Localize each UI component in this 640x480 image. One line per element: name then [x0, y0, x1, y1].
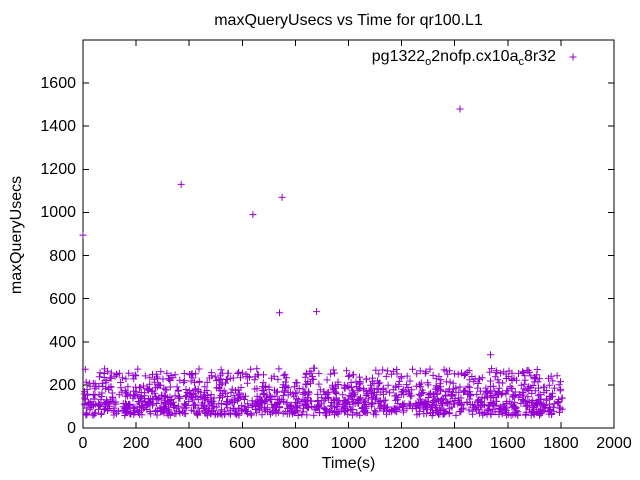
legend-label: pg1322o2nofp.cx10ac8r32 — [371, 48, 556, 68]
data-point — [276, 309, 283, 317]
x-tick-label: 1200 — [383, 435, 420, 452]
y-tick-label: 200 — [49, 376, 76, 394]
chart-title: maxQueryUsecs vs Time for qr100.L1 — [214, 12, 483, 29]
data-point — [440, 366, 448, 374]
y-tick-label: 1600 — [40, 75, 76, 93]
legend: pg1322o2nofp.cx10ac8r32 — [83, 48, 556, 68]
y-tick-label: 1200 — [40, 161, 76, 179]
data-point — [217, 366, 225, 374]
x-tick-label: 0 — [78, 435, 88, 452]
x-tick-label: 2000 — [596, 435, 632, 452]
x-tick-label: 200 — [122, 435, 150, 452]
data-point — [177, 180, 185, 188]
y-tick-label: 600 — [49, 290, 76, 308]
x-tick-label: 1600 — [490, 435, 526, 452]
data-point — [461, 370, 469, 378]
x-tick-label: 800 — [282, 435, 309, 452]
axis-ticks — [82, 40, 615, 429]
y-tick-label: 1000 — [40, 204, 76, 222]
legend-label-subscript: o — [425, 56, 432, 68]
data-point — [249, 211, 257, 219]
data-point — [278, 193, 286, 201]
y-tick-label: 800 — [49, 247, 76, 265]
data-point — [456, 105, 464, 113]
legend-label-part: pg1322 — [371, 48, 426, 65]
legend-label-subscript: c — [518, 56, 524, 68]
data-point — [487, 351, 494, 359]
data-point — [313, 308, 321, 316]
x-axis-label: Time(s) — [321, 455, 376, 472]
legend-marker-plus-icon — [569, 53, 577, 61]
y-tick-label: 400 — [49, 333, 76, 351]
y-tick-label: 1400 — [40, 118, 76, 136]
x-tick-label: 400 — [175, 435, 203, 452]
data-point — [79, 231, 87, 239]
x-tick-label: 600 — [228, 435, 256, 452]
x-tick-label: 1000 — [330, 435, 367, 452]
x-tick-label: 1800 — [543, 435, 579, 452]
y-tick-label: 0 — [67, 420, 76, 437]
legend-label-part: 8r32 — [523, 48, 556, 65]
scatter-band-points — [80, 364, 566, 419]
x-tick-label: 1400 — [436, 435, 473, 452]
legend-label-part: 2nofp.cx10a — [431, 48, 519, 65]
